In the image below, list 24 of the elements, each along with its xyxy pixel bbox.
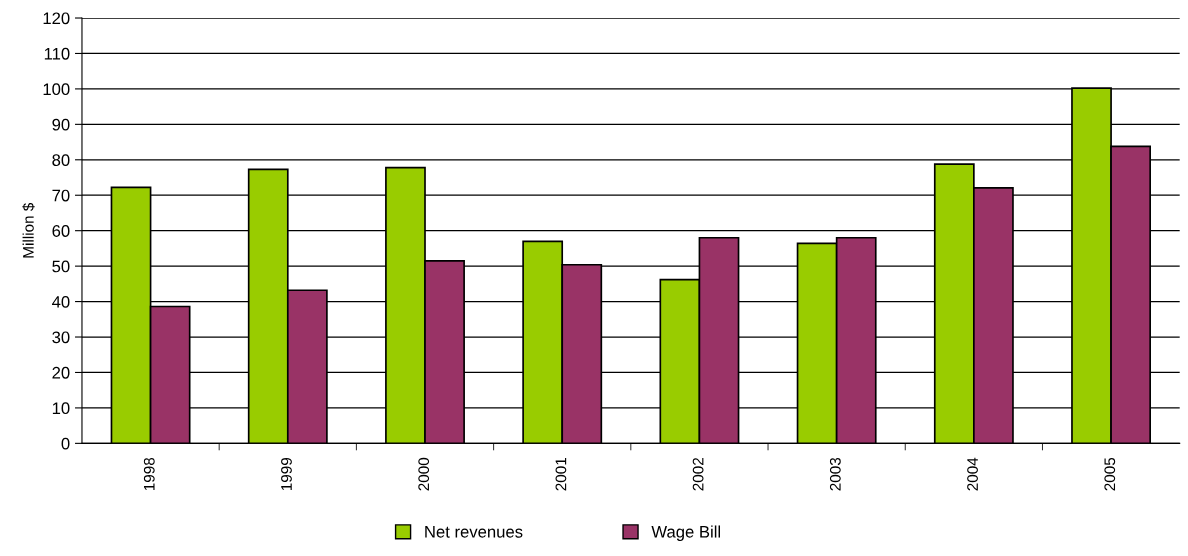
- x-tick-label: 2002: [692, 458, 704, 491]
- y-tick-label: 30: [52, 331, 70, 344]
- y-tick-label: 40: [52, 295, 70, 308]
- legend-label: Wage Bill: [651, 525, 721, 541]
- y-tick-label: 100: [43, 83, 70, 96]
- y-tick-label: 50: [52, 260, 70, 273]
- x-tick-label: 1999: [281, 457, 292, 491]
- y-tick-label: 120: [43, 12, 70, 25]
- x-tick-label: 1998: [143, 457, 155, 491]
- y-axis-title: Million $: [22, 202, 35, 258]
- y-tick-label: 80: [52, 154, 70, 166]
- x-tick-label: 2003: [829, 457, 841, 491]
- y-tick-label: 0: [61, 437, 70, 450]
- y-tick-label: 10: [52, 402, 70, 415]
- x-tick-label: 2001: [555, 457, 567, 491]
- y-tick-label: 110: [44, 47, 70, 60]
- x-tick-label: 2005: [1104, 457, 1116, 491]
- x-tick-label: 2000: [418, 457, 430, 491]
- legend-label: Net revenues: [425, 526, 523, 538]
- y-tick-label: 20: [52, 366, 70, 379]
- x-tick-label: 2004: [967, 457, 978, 491]
- y-tick-label: 70: [52, 189, 70, 202]
- y-tick-label: 60: [52, 225, 70, 237]
- y-tick-label: 90: [52, 118, 70, 131]
